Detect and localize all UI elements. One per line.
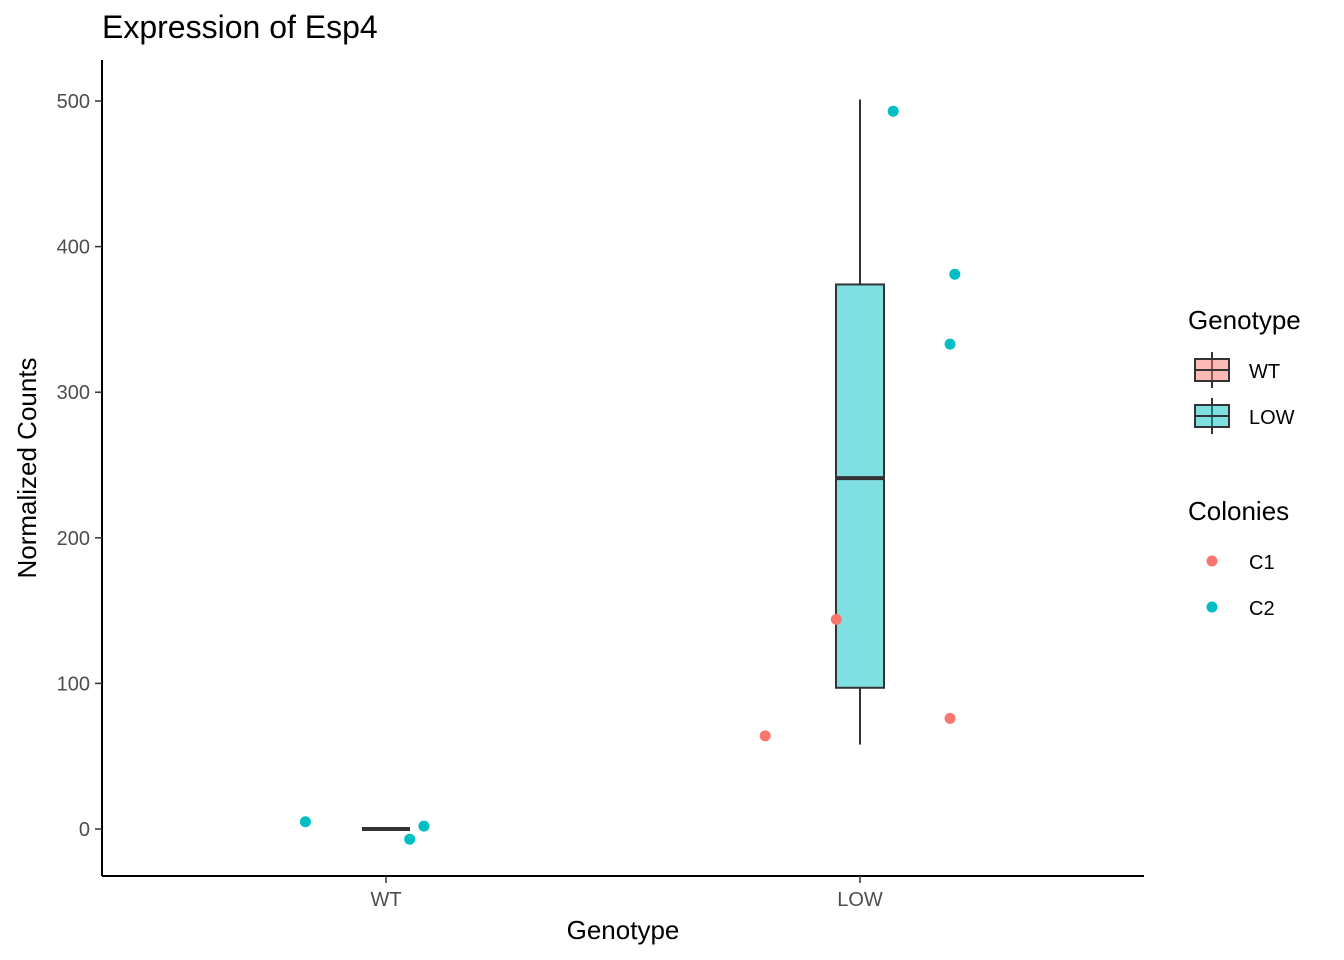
legend-label-wt: WT [1249, 361, 1280, 383]
y-tick-label: 0 [79, 819, 90, 841]
y-tick-label: 300 [57, 382, 90, 404]
y-axis-title: Normalized Counts [12, 357, 42, 578]
box-body [835, 283, 885, 689]
legend-key-wt [1194, 352, 1230, 388]
x-axis: WT LOW [102, 875, 1144, 911]
legend-colonies-title: Colonies [1188, 496, 1289, 526]
data-point-c2 [404, 833, 416, 845]
y-tick-label: 500 [57, 91, 90, 113]
x-tick-label: WT [370, 889, 401, 911]
y-tick-label: 400 [57, 237, 90, 259]
legend-dot-c2 [1206, 601, 1218, 613]
legend-label-c2: C2 [1249, 598, 1275, 620]
data-point-c2 [299, 816, 311, 828]
x-axis-title: Genotype [567, 915, 680, 945]
data-point-c1 [759, 730, 771, 742]
chart-title: Expression of Esp4 [102, 9, 378, 45]
legend-genotype-title: Genotype [1188, 305, 1301, 335]
y-axis: 0 100 200 300 400 500 [57, 60, 103, 876]
y-tick-label: 200 [57, 528, 90, 550]
legend-label-c1: C1 [1249, 552, 1275, 574]
data-point-c2 [944, 338, 956, 350]
y-tick-label: 100 [57, 673, 90, 695]
box-low [835, 99, 885, 745]
plot-area [299, 99, 961, 845]
data-point-c1 [944, 712, 956, 724]
legend-dot-c1 [1206, 555, 1218, 567]
legend-key-low [1194, 398, 1230, 434]
legend-label-low: LOW [1249, 407, 1295, 429]
data-point-c1 [830, 613, 842, 625]
data-point-c2 [418, 820, 430, 832]
x-tick-label: LOW [837, 889, 883, 911]
data-point-c2 [949, 268, 961, 280]
data-point-c2 [887, 105, 899, 117]
legend: Genotype WT LOW Colonies C1 C2 [1188, 305, 1301, 620]
